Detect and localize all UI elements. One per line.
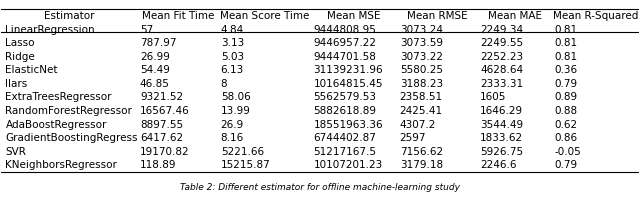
- Text: Table 2: Different estimator for offline machine-learning study: Table 2: Different estimator for offline…: [180, 183, 460, 192]
